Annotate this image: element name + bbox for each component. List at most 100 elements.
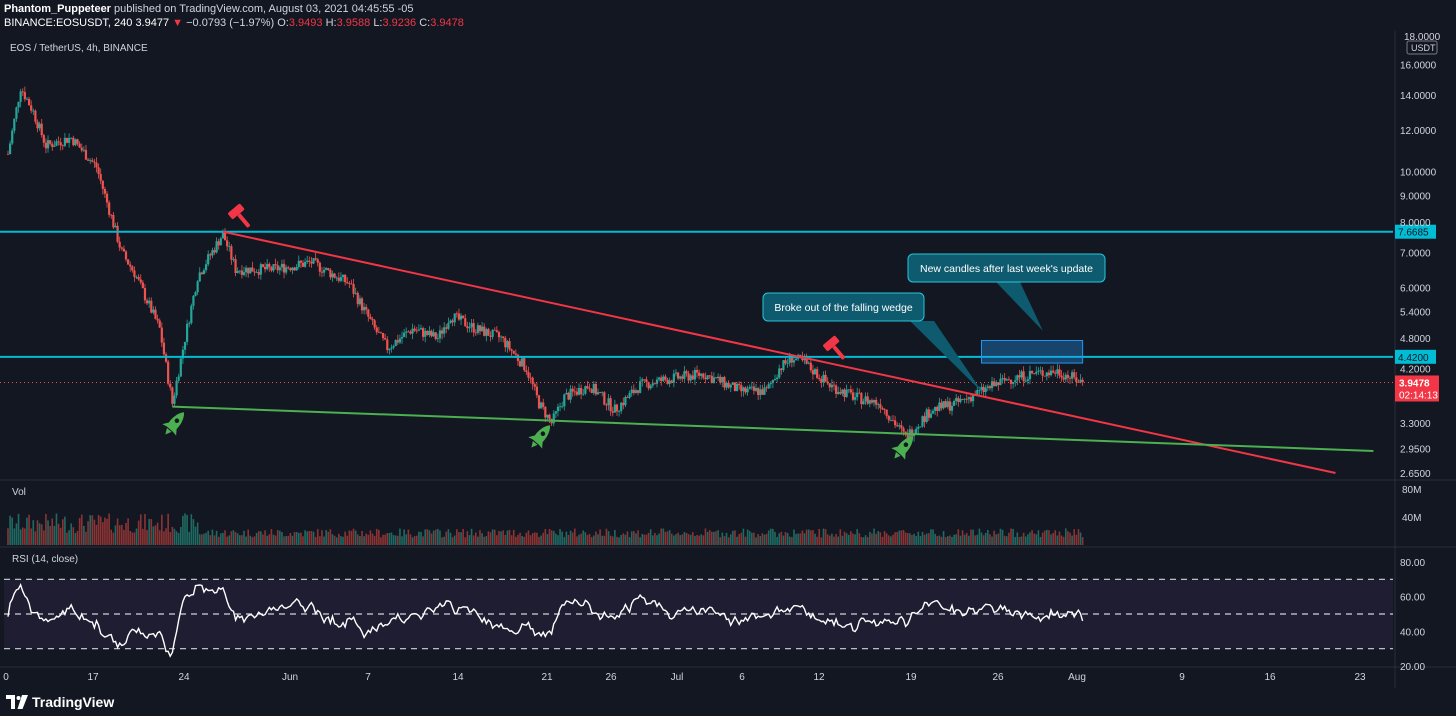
volume-bar xyxy=(308,530,311,545)
candle-body xyxy=(1056,369,1059,374)
volume-bar xyxy=(803,533,806,545)
volume-bar xyxy=(350,530,353,545)
hammer-icon xyxy=(823,335,846,360)
candle-body xyxy=(386,339,389,351)
volume-bar xyxy=(91,515,94,545)
volume-bar xyxy=(721,532,724,545)
candle-body xyxy=(634,390,638,393)
candle-body xyxy=(499,336,503,338)
candle-body xyxy=(407,331,410,333)
candle-body xyxy=(628,393,631,398)
candle-body xyxy=(19,91,22,102)
volume-bar xyxy=(555,533,557,545)
candle-body xyxy=(209,254,212,256)
volume-bar xyxy=(951,536,953,545)
candle-body xyxy=(1014,380,1017,383)
candle-body xyxy=(921,416,924,427)
volume-bar xyxy=(538,536,540,545)
volume-bar xyxy=(710,531,713,545)
candle-body xyxy=(129,264,132,267)
volume-bar xyxy=(228,535,231,545)
candle-body xyxy=(693,369,697,380)
volume-bar xyxy=(677,532,679,545)
volume-bar xyxy=(949,535,951,545)
volume-bar xyxy=(1020,536,1023,545)
candle-body xyxy=(219,238,222,246)
volume-bar xyxy=(1029,532,1031,545)
candle-body xyxy=(940,402,943,409)
volume-bar xyxy=(1064,528,1067,545)
candle-body xyxy=(59,142,62,146)
volume-bar xyxy=(611,536,614,545)
chart-header: Phantom_Puppeteer published on TradingVi… xyxy=(0,0,1456,31)
volume-bar xyxy=(251,537,254,545)
volume-bar xyxy=(651,535,654,545)
volume-bar xyxy=(826,534,829,545)
candle-body xyxy=(375,327,378,333)
candle-body xyxy=(36,121,39,129)
volume-bar xyxy=(765,533,768,545)
volume-bar xyxy=(335,537,338,545)
candle-body xyxy=(624,396,627,406)
candle-body xyxy=(794,358,798,361)
candle-body xyxy=(173,395,176,404)
candle-body xyxy=(746,388,749,393)
tradingview-logo[interactable]: TradingView xyxy=(6,694,114,710)
volume-bar xyxy=(57,523,60,545)
candle-body xyxy=(700,373,703,376)
volume-bar xyxy=(472,535,475,545)
candle-body xyxy=(424,330,427,337)
candle-body xyxy=(417,329,420,331)
callout-pointer xyxy=(996,282,1043,331)
candle-body xyxy=(891,420,895,422)
candle-body xyxy=(523,358,526,371)
x-tick-label: 7 xyxy=(365,672,371,683)
volume-bar xyxy=(502,530,504,545)
candle-body xyxy=(548,414,551,420)
volume-bar xyxy=(1008,532,1010,545)
candle-body xyxy=(329,269,332,278)
candle-body xyxy=(687,373,690,381)
volume-bar xyxy=(390,532,393,545)
candle-body xyxy=(849,389,852,393)
volume-bar xyxy=(165,528,167,545)
y-tick-label: 4.2000 xyxy=(1400,364,1431,375)
candle-body xyxy=(906,434,909,440)
volume-bar xyxy=(304,530,306,545)
candle-body xyxy=(396,340,399,343)
wedge-support-line xyxy=(172,405,1374,452)
candle-body xyxy=(228,246,231,248)
volume-bar xyxy=(810,530,812,545)
candle-body xyxy=(247,267,250,274)
volume-bar xyxy=(755,537,757,545)
candle-body xyxy=(344,274,347,283)
candle-body xyxy=(710,375,713,383)
volume-bar xyxy=(1010,528,1012,545)
candle-body xyxy=(236,271,239,274)
volume-bar xyxy=(616,536,618,545)
candle-body xyxy=(529,377,532,379)
volume-bar xyxy=(656,535,658,545)
rsi-tick-label: 80.00 xyxy=(1400,558,1425,569)
volume-bar xyxy=(1012,528,1014,545)
volume-bar xyxy=(675,534,677,545)
candle-body xyxy=(575,391,579,395)
candle-body xyxy=(655,379,659,384)
candle-body xyxy=(689,375,692,381)
volume-bar xyxy=(1054,530,1057,545)
volume-bar xyxy=(373,535,376,545)
volume-bar xyxy=(919,536,922,545)
candle-body xyxy=(403,332,406,337)
volume-bar xyxy=(704,528,707,545)
volume-bar xyxy=(519,532,521,545)
volume-bar xyxy=(569,530,572,545)
candle-body xyxy=(1005,379,1008,381)
candle-body xyxy=(415,330,418,332)
volume-bar xyxy=(1031,530,1033,545)
x-tick-label: 21 xyxy=(541,672,553,683)
candle-body xyxy=(702,373,705,378)
author-name[interactable]: Phantom_Puppeteer xyxy=(4,3,111,15)
candle-body xyxy=(607,398,610,406)
